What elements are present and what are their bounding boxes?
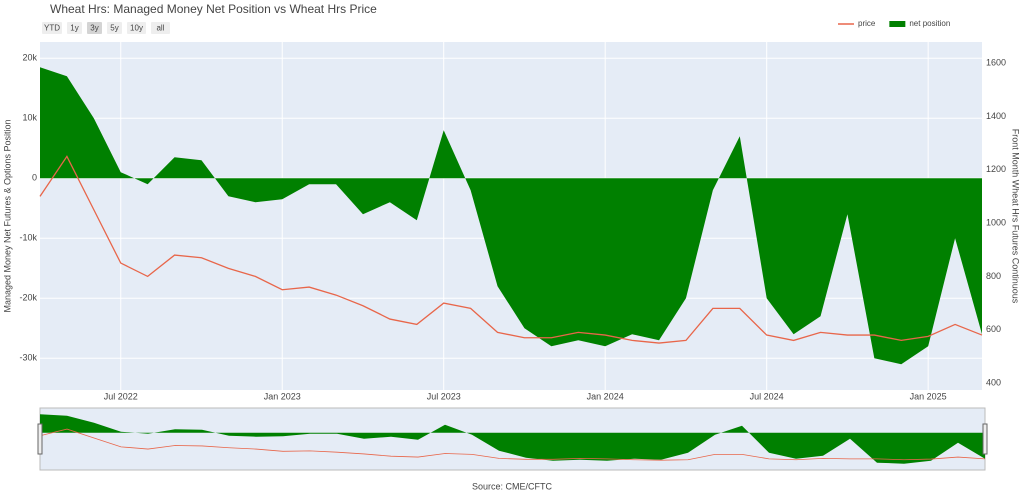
x-tick-label: Jul 2023 <box>427 391 461 401</box>
y-tick-label: 20k <box>22 53 37 63</box>
y-tick-label: -30k <box>19 353 37 363</box>
range-button-label[interactable]: 3y <box>90 24 98 33</box>
range-button[interactable] <box>42 22 62 34</box>
x-tick-label: Jul 2024 <box>750 391 784 401</box>
line-series <box>39 155 983 344</box>
y2-tick-label: 1000 <box>986 217 1006 227</box>
range-button[interactable] <box>67 22 82 34</box>
range-button-label[interactable]: 1y <box>70 24 78 33</box>
y2-tick-label: 1200 <box>986 164 1006 174</box>
y-tick-label: -20k <box>19 293 37 303</box>
range-button-label[interactable]: YTD <box>44 24 60 33</box>
y2-tick-label: 1600 <box>986 57 1006 67</box>
range-button[interactable] <box>151 22 170 34</box>
x-tick-label: Jan 2024 <box>587 391 624 401</box>
y2-tick-label: 600 <box>986 324 1001 334</box>
range-button[interactable] <box>107 22 122 34</box>
slider-series <box>39 428 986 461</box>
area-series <box>40 67 982 365</box>
range-button-label[interactable]: 5y <box>110 24 118 33</box>
y2-tick-label: 800 <box>986 271 1001 281</box>
range-button[interactable] <box>87 22 102 34</box>
y-tick-label: 0 <box>32 173 37 183</box>
slider-handle[interactable] <box>982 423 988 455</box>
legend-label[interactable]: price <box>858 19 876 28</box>
source-note: Source: CME/CFTC <box>472 481 553 491</box>
chart-title: Wheat Hrs: Managed Money Net Position vs… <box>50 2 377 16</box>
y2-axis-title: Front Month Wheat Hrs Futures Continuous <box>1011 129 1021 304</box>
slider-series <box>40 414 985 464</box>
legend-label[interactable]: net position <box>909 19 950 28</box>
x-tick-label: Jan 2025 <box>910 391 947 401</box>
x-tick-label: Jan 2023 <box>264 391 301 401</box>
y2-tick-label: 400 <box>986 377 1001 387</box>
y-tick-label: 10k <box>22 113 37 123</box>
y-axis-title: Managed Money Net Futures & Options Posi… <box>2 119 12 312</box>
x-tick-label: Jul 2022 <box>104 391 138 401</box>
legend-swatch <box>889 21 906 27</box>
range-button[interactable] <box>127 22 146 34</box>
range-button-label[interactable]: all <box>156 24 164 33</box>
y2-tick-label: 1400 <box>986 111 1006 121</box>
slider-handle[interactable] <box>37 423 43 455</box>
range-button-label[interactable]: 10y <box>130 24 143 33</box>
y-tick-label: -10k <box>19 233 37 243</box>
